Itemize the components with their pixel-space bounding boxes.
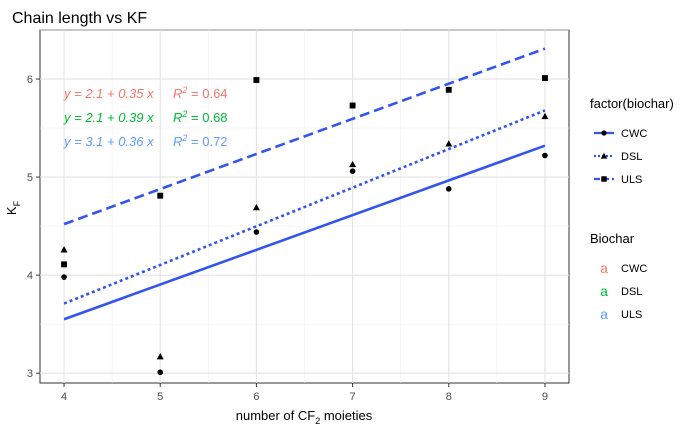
data-point-dsl [156, 353, 164, 360]
data-point-uls [542, 75, 548, 81]
axes: 4 5 6 7 8 9 3 4 5 6 [27, 74, 548, 403]
legend-label: ULS [621, 174, 642, 186]
y-tick-label: 5 [27, 172, 33, 184]
data-point-uls [349, 102, 356, 109]
legend-key-glyph: a [600, 260, 608, 276]
data-point-dsl [252, 203, 260, 211]
x-axis-title: number of CF2 moieties [236, 408, 373, 426]
x-tick-label: 4 [61, 391, 67, 403]
data-point-cwc [542, 152, 548, 159]
legend-label: DSL [621, 286, 642, 298]
legend-key-marker [600, 152, 608, 159]
y-tick-label: 3 [27, 368, 33, 380]
data-point-cwc [445, 186, 452, 192]
legend-label: CWC [621, 128, 647, 140]
legend-key-marker [601, 176, 607, 182]
legend-title: factor(biochar) [590, 96, 674, 111]
chart-title: Chain length vs KF [12, 10, 147, 27]
y-axis-title: KF [4, 200, 22, 215]
r-squared-dsl: R2 = 0.68 [173, 109, 228, 125]
legend-label: CWC [621, 263, 647, 275]
data-point-dsl [445, 140, 453, 147]
data-point-uls [253, 77, 260, 83]
x-tick-label: 5 [157, 391, 163, 403]
data-points [60, 75, 549, 376]
regression-annotations: y = 2.1 + 0.35 x R2 = 0.64 y = 2.1 + 0.39 … [63, 85, 228, 149]
data-point-cwc [61, 274, 67, 280]
r-squared-uls: R2 = 0.72 [173, 133, 228, 149]
data-point-cwc [349, 168, 356, 174]
x-tick-label: 7 [350, 391, 356, 403]
data-point-cwc [157, 369, 164, 376]
x-tick-label: 8 [446, 391, 452, 403]
data-point-uls [157, 192, 164, 199]
fit-lines [63, 47, 546, 321]
data-point-dsl [541, 112, 549, 120]
data-point-dsl [349, 160, 357, 168]
r-squared-cwc: R2 = 0.64 [173, 85, 228, 101]
legend-label: DSL [621, 151, 642, 163]
data-point-cwc [253, 229, 260, 235]
data-point-uls [61, 261, 67, 268]
legend-key-marker [601, 130, 607, 136]
equation-dsl: y = 2.1 + 0.39 x [63, 110, 154, 125]
legend-title: Biochar [590, 231, 635, 246]
x-tick-label: 6 [253, 391, 259, 403]
fit-line-uls [63, 47, 546, 226]
x-tick-label: 9 [542, 391, 548, 403]
legend-key-glyph: a [600, 306, 608, 322]
y-tick-label: 6 [27, 74, 33, 86]
y-tick-label: 4 [27, 270, 33, 282]
fit-line-cwc [63, 144, 546, 321]
data-point-uls [445, 86, 452, 93]
legends: factor(biochar) CWC DSL ULS Biochar a CWC a DSL a… [590, 96, 674, 322]
equation-uls: y = 3.1 + 0.36 x [63, 134, 154, 149]
legend-key-glyph: a [600, 283, 608, 299]
data-point-dsl [60, 246, 68, 253]
equation-cwc: y = 2.1 + 0.35 x [63, 86, 154, 101]
fit-line-dsl [63, 109, 546, 305]
legend-label: ULS [621, 309, 642, 321]
